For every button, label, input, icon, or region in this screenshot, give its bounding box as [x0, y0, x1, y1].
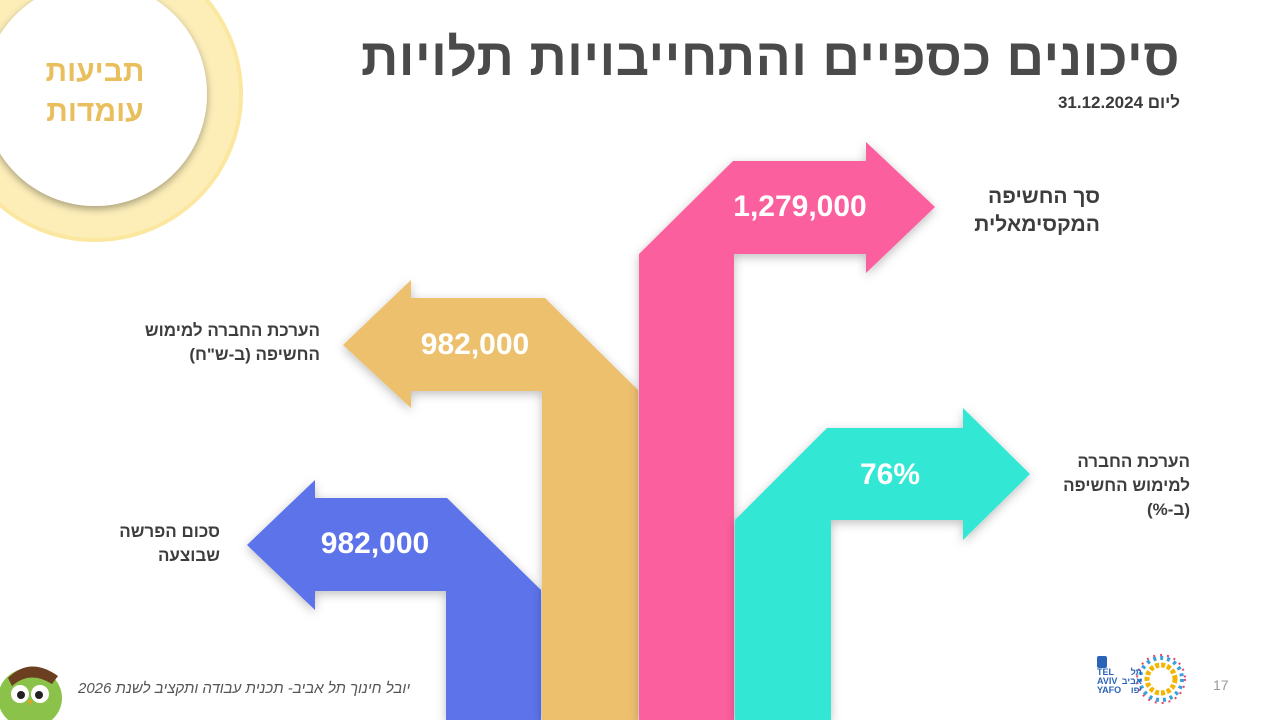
- tel-aviv-logo-hebrew: תל אביב יפו: [1121, 667, 1142, 695]
- tel-aviv-logo-icon: [1097, 654, 1186, 704]
- badge-circle: [0, 0, 243, 242]
- arrow-label-pink: סך החשיפה המקסימאלית: [974, 185, 1100, 236]
- footer-text: יובל חינוך תל אביב- תכנית עבודה ותקציב ל…: [78, 680, 411, 697]
- arrow-teal: [735, 408, 1030, 720]
- arrow-yellow: [343, 280, 638, 720]
- page-title: סיכונים כספיים והתחייבויות תלויות: [360, 29, 1180, 87]
- arrow-value-pink: 1,279,000: [733, 190, 867, 223]
- date-label: ליום 31.12.2024: [1057, 93, 1180, 112]
- arrow-value-yellow: 982,000: [420, 328, 530, 361]
- arrow-value-teal: 76%: [859, 458, 921, 491]
- owl-logo-icon: [0, 666, 62, 720]
- page-number: 17: [1213, 677, 1229, 693]
- arrow-value-blue: 982,000: [320, 527, 430, 560]
- arrow-label-teal: הערכת החברה למימוש החשיפה (ב-%): [1063, 452, 1190, 519]
- arrow-pink: [639, 142, 935, 720]
- arrow-label-blue: סכום הפרשה שבוצעה: [119, 522, 220, 565]
- arrow-label-yellow: הערכת החברה למימוש החשיפה (ב-ש"ח): [144, 321, 320, 364]
- tel-aviv-logo-text: TEL AVIV YAFO: [1097, 667, 1122, 695]
- badge-label: תביעות עומדות: [45, 55, 145, 128]
- arrow-blue: [247, 480, 541, 720]
